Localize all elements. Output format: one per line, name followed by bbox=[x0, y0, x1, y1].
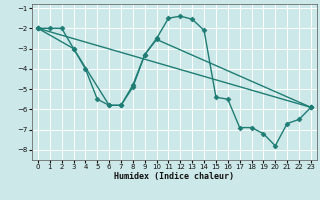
X-axis label: Humidex (Indice chaleur): Humidex (Indice chaleur) bbox=[115, 172, 234, 181]
